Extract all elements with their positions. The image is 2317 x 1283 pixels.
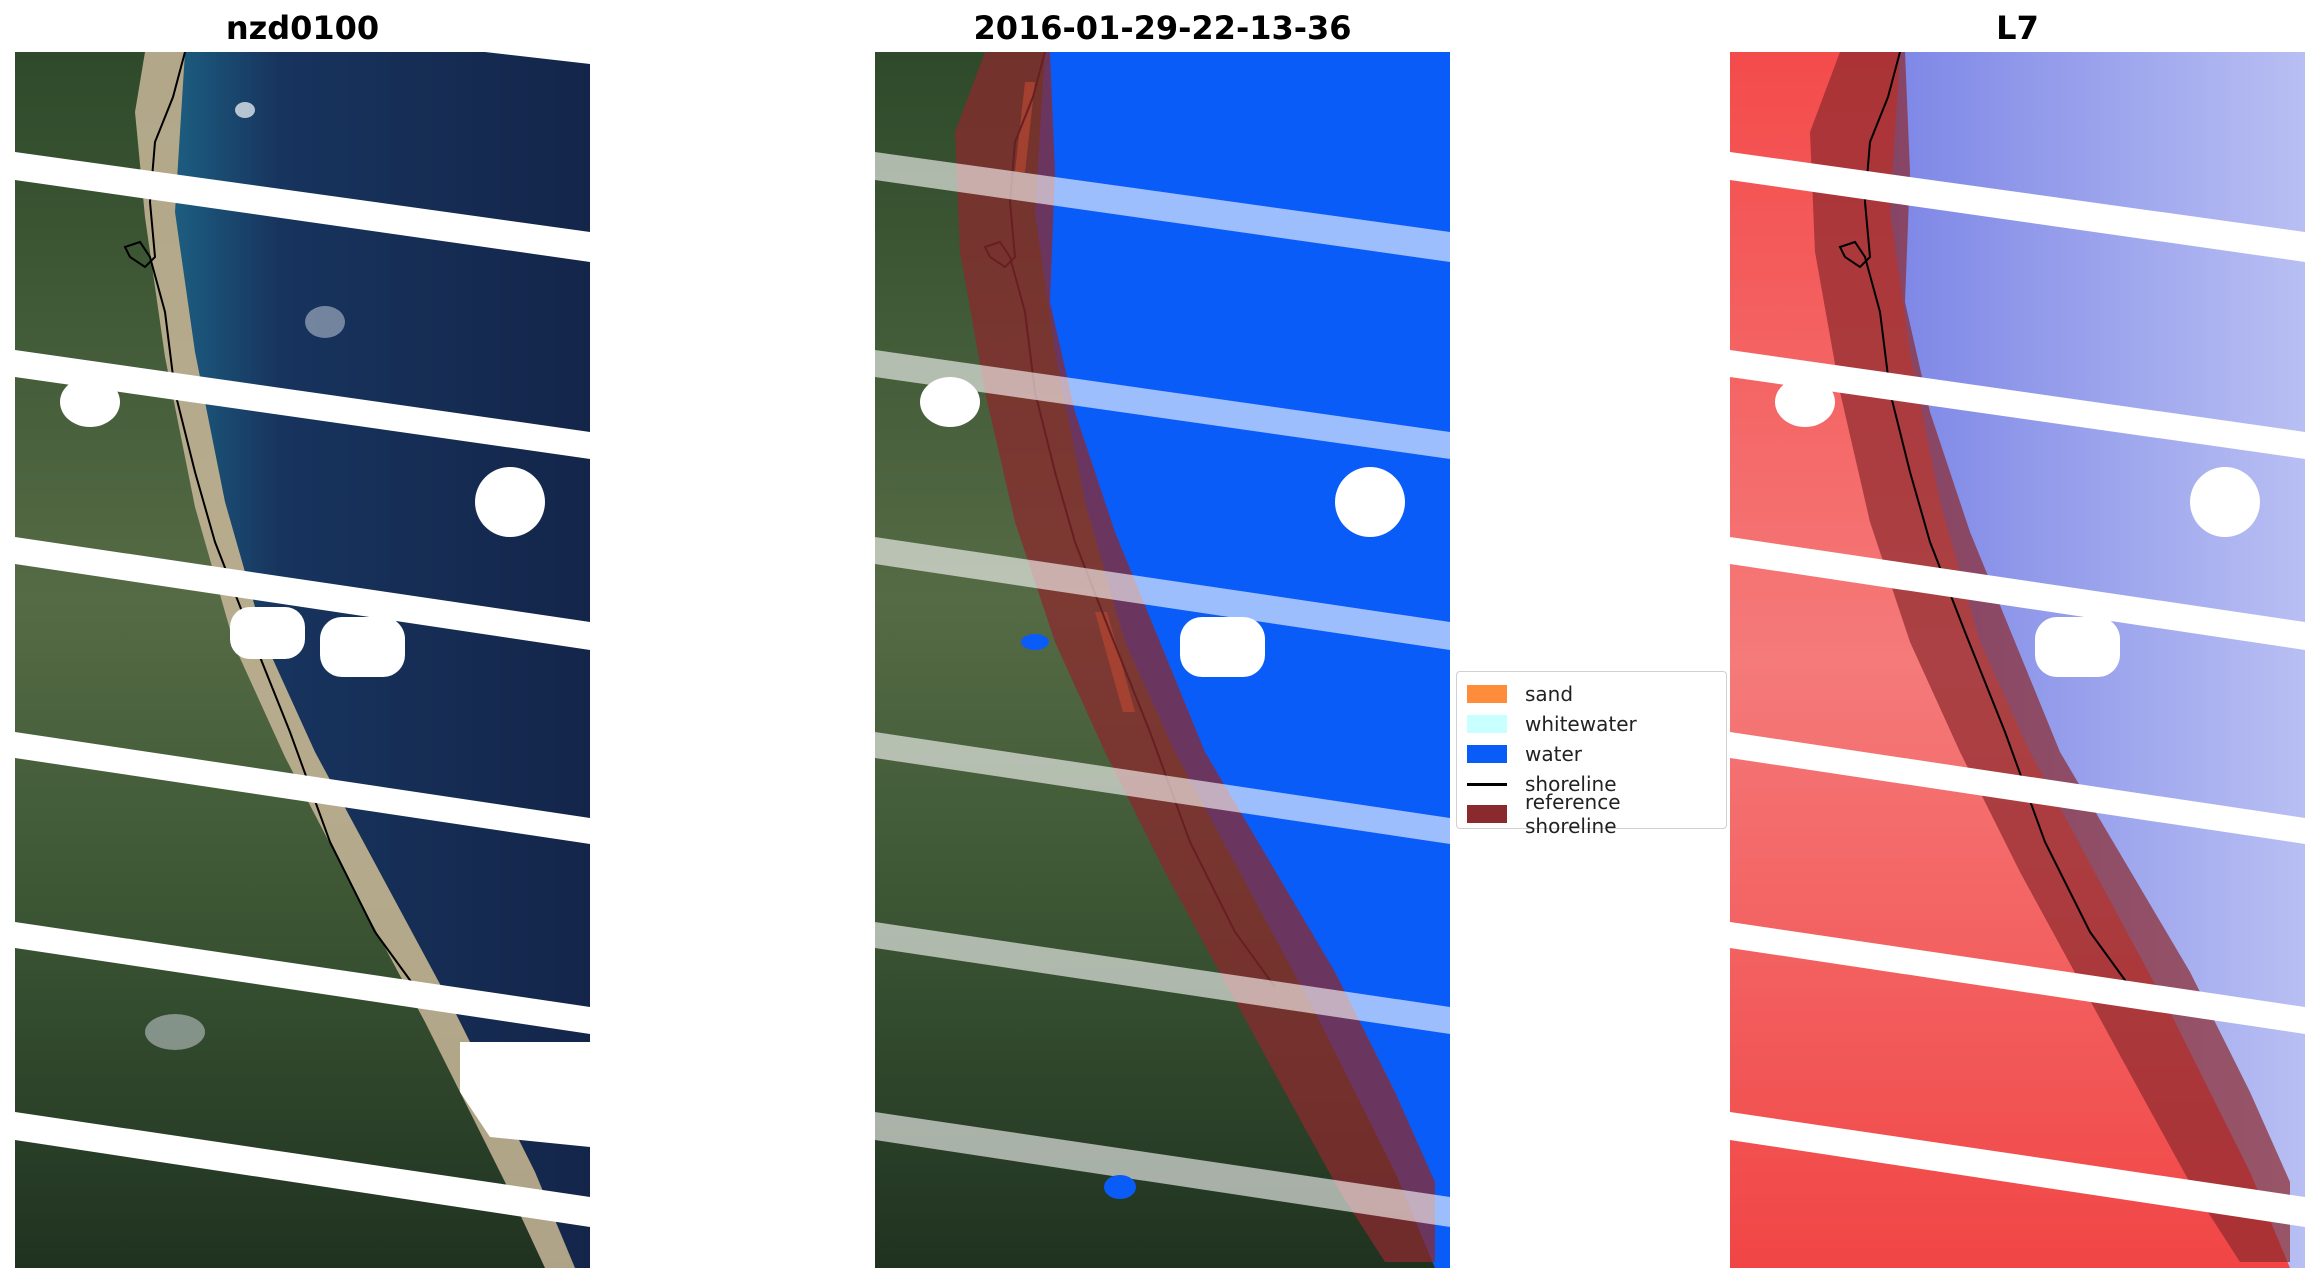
index-image — [1730, 52, 2305, 1268]
legend: sand whitewater water shoreline referenc… — [1456, 671, 1727, 838]
legend-swatch-reference-shoreline — [1467, 805, 1507, 823]
shoreline-line — [123, 52, 416, 988]
legend-item-whitewater: whitewater — [1467, 709, 1716, 739]
panel-title-classified: 2016-01-29-22-13-36 — [973, 9, 1352, 47]
legend-label-whitewater: whitewater — [1525, 712, 1637, 736]
legend-item-sand: sand — [1467, 679, 1716, 709]
panel-title-index: L7 — [1996, 9, 2039, 47]
rgb-image-panel — [15, 52, 590, 1268]
legend-label-shoreline: shoreline — [1525, 772, 1617, 796]
legend-item-water: water — [1467, 739, 1716, 769]
legend-line-shoreline — [1467, 782, 1507, 786]
reference-shoreline-band — [955, 52, 1435, 1262]
legend-swatch-sand — [1467, 685, 1507, 703]
index-image-panel — [1730, 52, 2305, 1268]
legend-label-water: water — [1525, 742, 1582, 766]
legend-swatch-whitewater — [1467, 715, 1507, 733]
legend-item-reference-shoreline: reference shoreline — [1467, 790, 1716, 838]
classified-image-panel — [875, 52, 1450, 1268]
classified-image — [875, 52, 1450, 1268]
legend-swatch-water — [1467, 745, 1507, 763]
rgb-image — [15, 52, 590, 1268]
legend-label-reference-shoreline: reference shoreline — [1525, 790, 1621, 838]
slc-gaps — [15, 52, 590, 1227]
legend-label-sand: sand — [1525, 682, 1574, 706]
legend-item-shoreline: shoreline — [1467, 769, 1716, 799]
panel-title-rgb: nzd0100 — [225, 9, 380, 47]
